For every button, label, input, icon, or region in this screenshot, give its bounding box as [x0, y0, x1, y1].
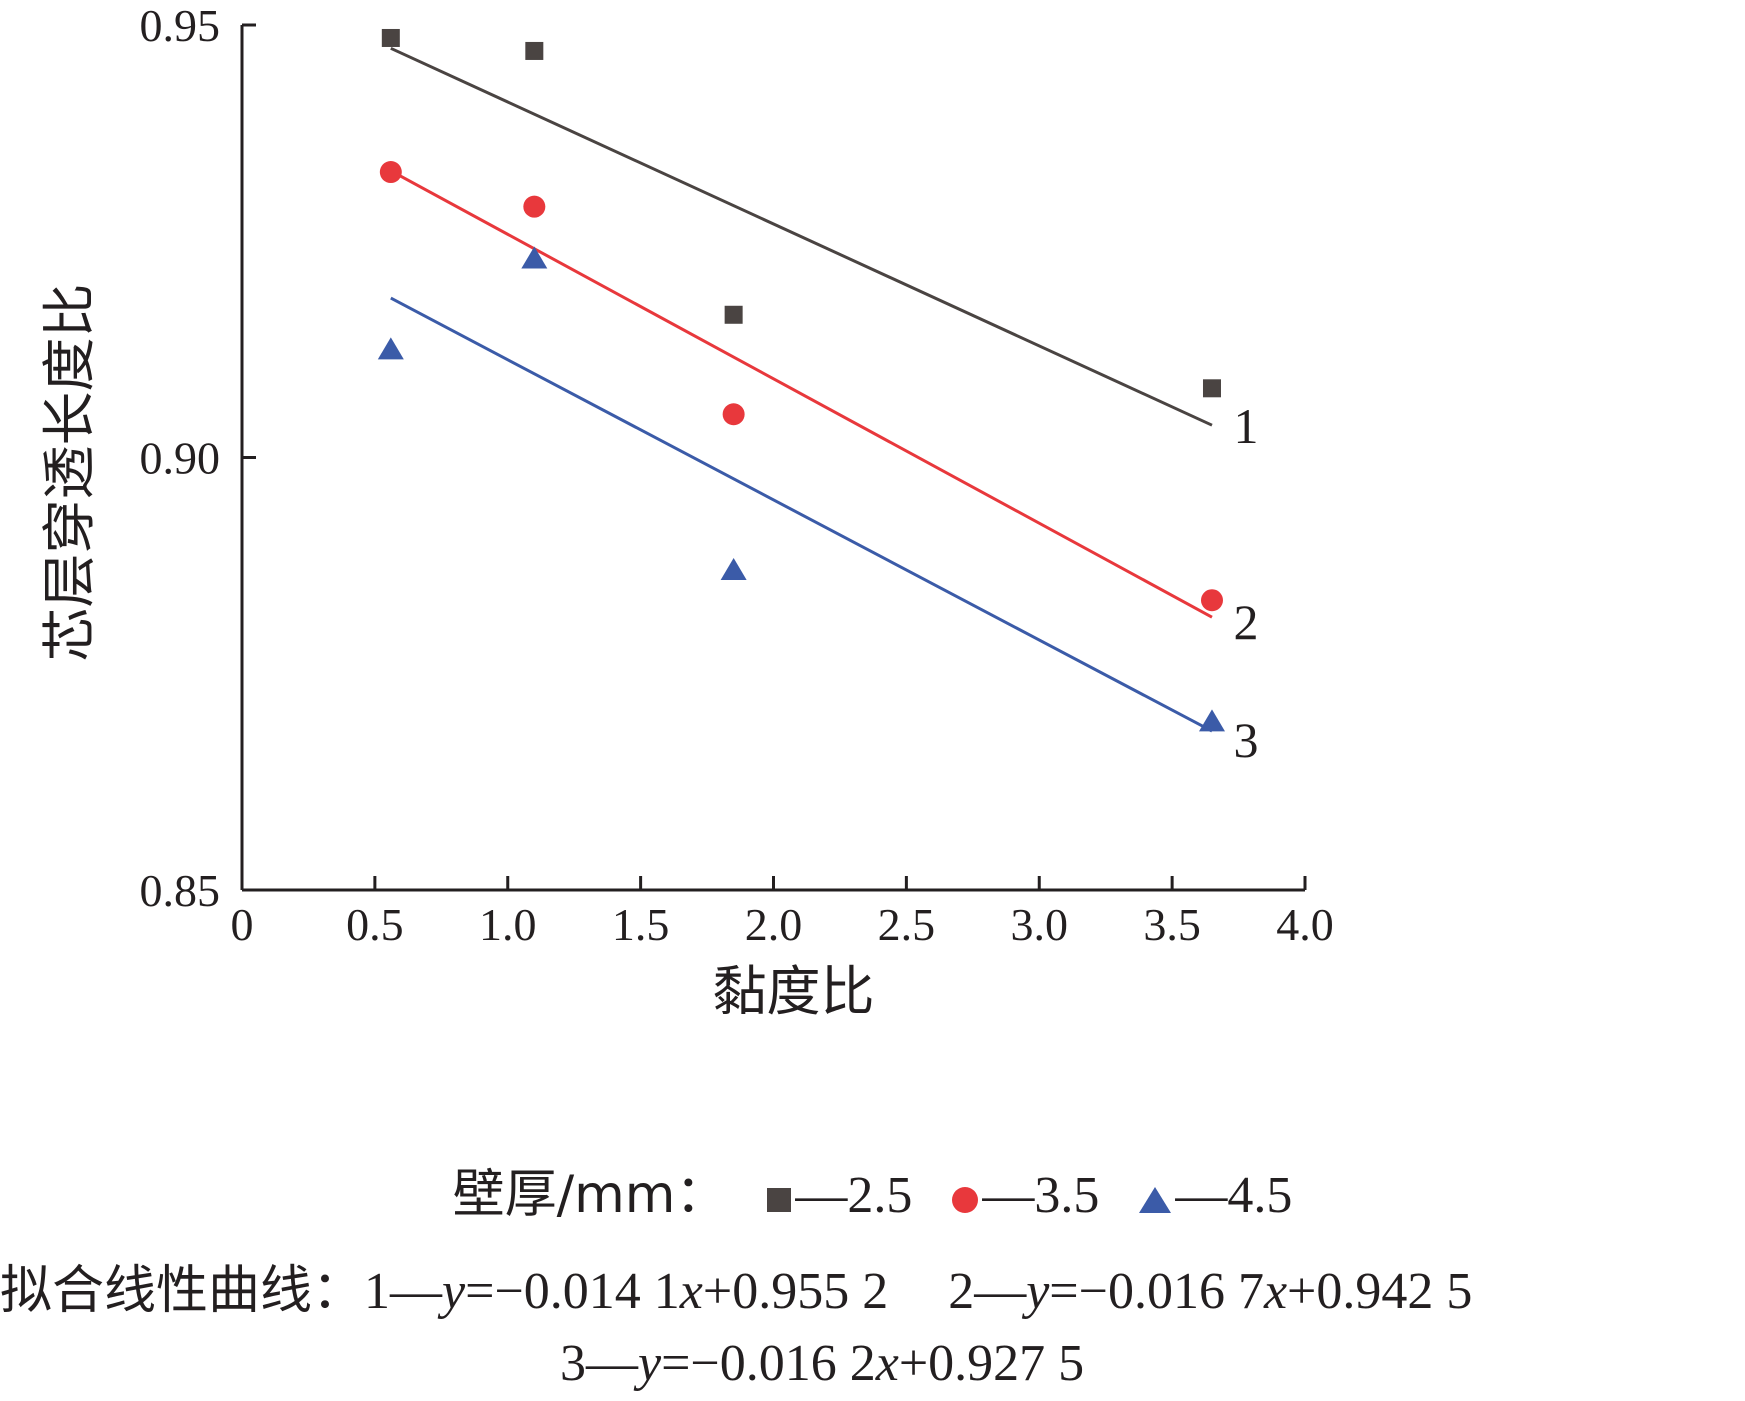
fit-line-label-3: 3 — [1233, 712, 1258, 768]
fit-id-2: 2 — [948, 1263, 975, 1320]
y-tick-label: 0.85 — [140, 865, 221, 916]
legend-entry-3-5: —3.5 — [952, 1166, 1099, 1226]
fit-line-2 — [390, 169, 1213, 619]
x-tick-label: 2.0 — [745, 899, 803, 950]
legend-label-3-5: 3.5 — [1034, 1167, 1100, 1224]
data-point-square — [724, 305, 743, 324]
legend-entry-4-5: —4.5 — [1139, 1166, 1292, 1226]
legend-title: 壁厚/mm： — [452, 1165, 728, 1225]
x-tick-label: 0.5 — [346, 899, 404, 950]
data-point-circle — [523, 195, 546, 218]
x-tick-label: 3.0 — [1011, 899, 1069, 950]
data-point-triangle — [720, 557, 747, 580]
x-tick-label: 1.0 — [479, 899, 537, 950]
x-axis-title: 黏度比 — [713, 960, 875, 1023]
legend-label-4-5: 4.5 — [1227, 1167, 1293, 1224]
legend-label-2-5: 2.5 — [847, 1167, 913, 1224]
fit-line-label-1: 1 — [1233, 398, 1258, 454]
y-tick-label: 0.95 — [140, 0, 221, 51]
x-tick-label: 0 — [231, 899, 254, 950]
fit-equation-3: y=−0.016 2x+0.927 5 — [638, 1335, 1085, 1392]
legend-entry-2-5: —2.5 — [767, 1166, 912, 1226]
data-point-triangle — [1198, 709, 1225, 732]
y-tick-label: 0.90 — [140, 433, 221, 484]
data-point-circle — [1200, 589, 1223, 612]
fit-line-3 — [390, 296, 1213, 733]
y-axis-title: 芯层穿透长度比 — [38, 284, 101, 662]
x-tick-label: 1.5 — [612, 899, 670, 950]
data-point-square — [1202, 379, 1221, 398]
data-point-circle — [722, 403, 745, 426]
fit-id-3: 3 — [560, 1335, 586, 1392]
fit-id-1: 1 — [364, 1263, 391, 1320]
x-tick-label: 4.0 — [1276, 899, 1334, 950]
x-tick-label: 2.5 — [878, 899, 936, 950]
chart: 0 0.5 1.0 1.5 2.0 2.5 3.0 3.5 4.0 0.85 0.90 0.95 黏度比… — [38, 0, 1334, 1023]
fit-line-1 — [390, 46, 1213, 427]
fit-equation-2: y=−0.016 7x+0.942 5 — [1026, 1263, 1473, 1320]
data-point-triangle — [521, 246, 548, 269]
x-tick-label: 3.5 — [1143, 899, 1201, 950]
triangle-marker-icon — [1139, 1187, 1172, 1214]
fit-line-label-2: 2 — [1233, 594, 1258, 650]
fit-equations: 拟合线性曲线：1—y=−0.014 1x+0.955 2 2—y=−0.016 7… — [0, 1261, 1473, 1392]
fit-equation-1: y=−0.014 1x+0.955 2 — [442, 1263, 889, 1320]
square-marker-icon — [767, 1188, 792, 1213]
fit-title: 拟合线性曲线： — [0, 1261, 365, 1321]
data-point-circle — [379, 161, 402, 184]
data-point-square — [525, 41, 544, 60]
data-point-square — [381, 28, 400, 47]
legend: 壁厚/mm： —2.5 —3.5 —4.5 — [0, 1165, 1745, 1226]
data-point-triangle — [377, 337, 404, 360]
circle-marker-icon — [952, 1187, 979, 1214]
